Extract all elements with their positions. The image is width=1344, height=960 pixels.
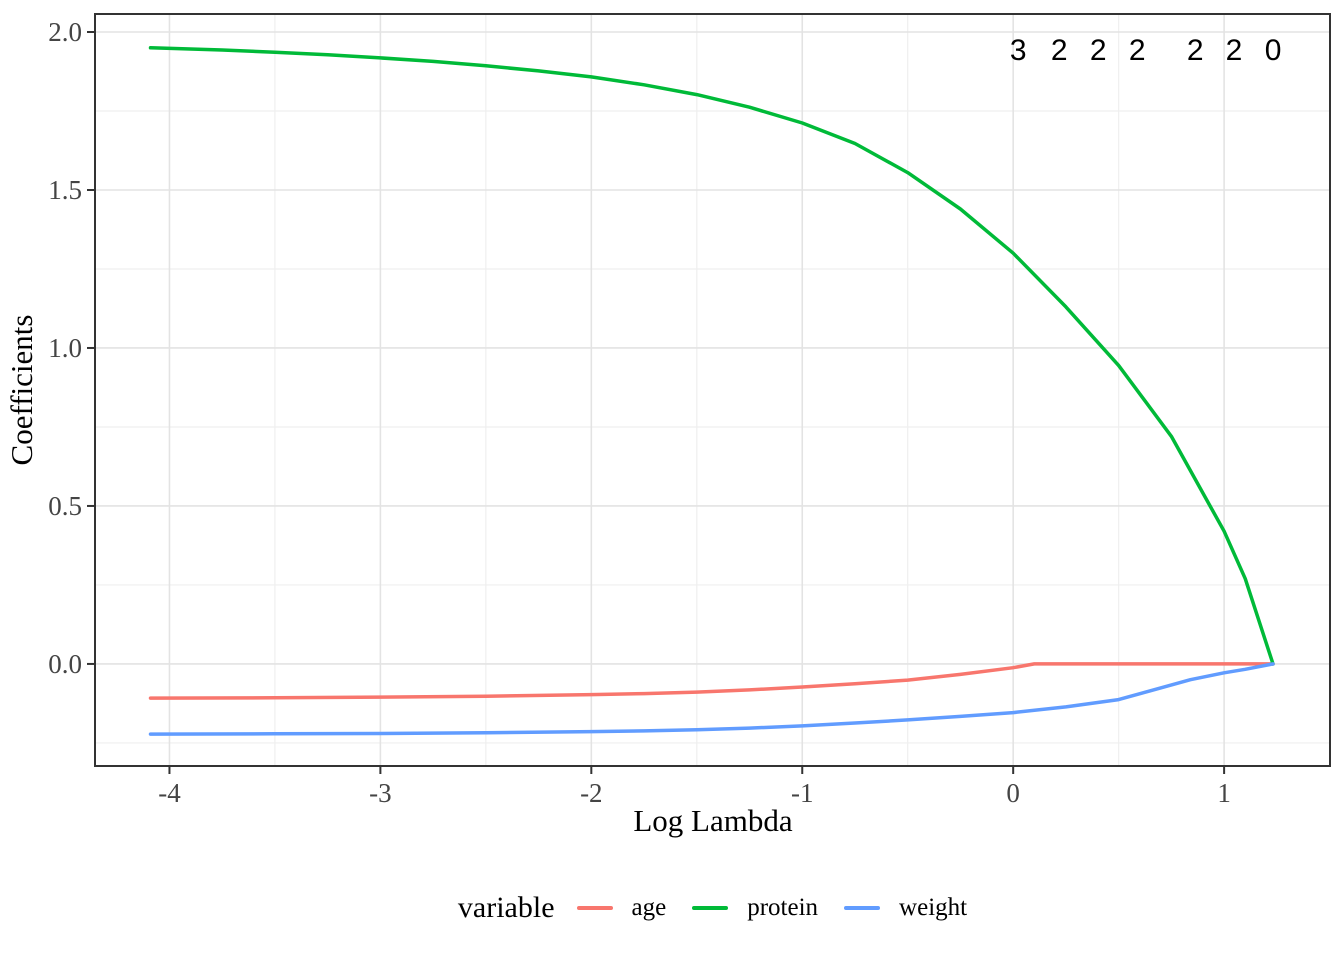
y-tick-label: 0.0	[48, 649, 82, 679]
series-line-age	[148, 662, 1275, 700]
y-tick-label: 1.0	[48, 333, 82, 363]
x-tick-label: -2	[580, 778, 603, 808]
legend: variable age protein weight	[95, 884, 1330, 932]
legend-label-weight: weight	[899, 894, 968, 921]
tick-layer: -4 -3 -2 -1 0 1 0.0 0.5 1.0 1.5 2.0	[48, 17, 1231, 808]
y-tick-label: 1.5	[48, 175, 82, 205]
panel-border	[94, 13, 1331, 767]
x-tick-label: 1	[1217, 778, 1231, 808]
y-tick-label: 0.5	[48, 491, 82, 521]
age-line-key-icon	[576, 906, 613, 910]
grid-minor-layer	[95, 14, 1330, 766]
x-tick-label: -3	[369, 778, 392, 808]
nonzero-count-label: 2	[1051, 34, 1068, 67]
legend-entry-weight: weight	[844, 894, 967, 922]
legend-label-age: age	[631, 894, 667, 921]
weight-line-key-icon	[844, 906, 881, 910]
legend-entry-age: age	[576, 894, 667, 922]
x-tick-label: -1	[791, 778, 814, 808]
nonzero-count-label: 2	[1187, 34, 1204, 67]
nonzero-count-label: 0	[1265, 34, 1282, 67]
x-tick-label: -4	[158, 778, 181, 808]
x-tick-label: 0	[1006, 778, 1020, 808]
legend-title: variable	[457, 891, 555, 924]
series-layer	[148, 46, 1275, 736]
series-line-weight	[148, 662, 1275, 736]
nonzero-count-label: 2	[1090, 34, 1107, 67]
grid-major-layer	[95, 14, 1330, 766]
protein-line-key-icon	[692, 906, 729, 910]
y-axis-title: Coefficients	[4, 315, 39, 466]
series-line-protein	[148, 46, 1275, 666]
legend-label-protein: protein	[747, 894, 819, 921]
legend-entry-protein: protein	[692, 894, 818, 922]
nonzero-count-label: 2	[1226, 34, 1243, 67]
y-tick-label: 2.0	[48, 17, 82, 47]
nonzero-count-label: 3	[1010, 34, 1027, 67]
nonzero-count-label: 2	[1129, 34, 1146, 67]
x-axis-title: Log Lambda	[633, 803, 792, 838]
